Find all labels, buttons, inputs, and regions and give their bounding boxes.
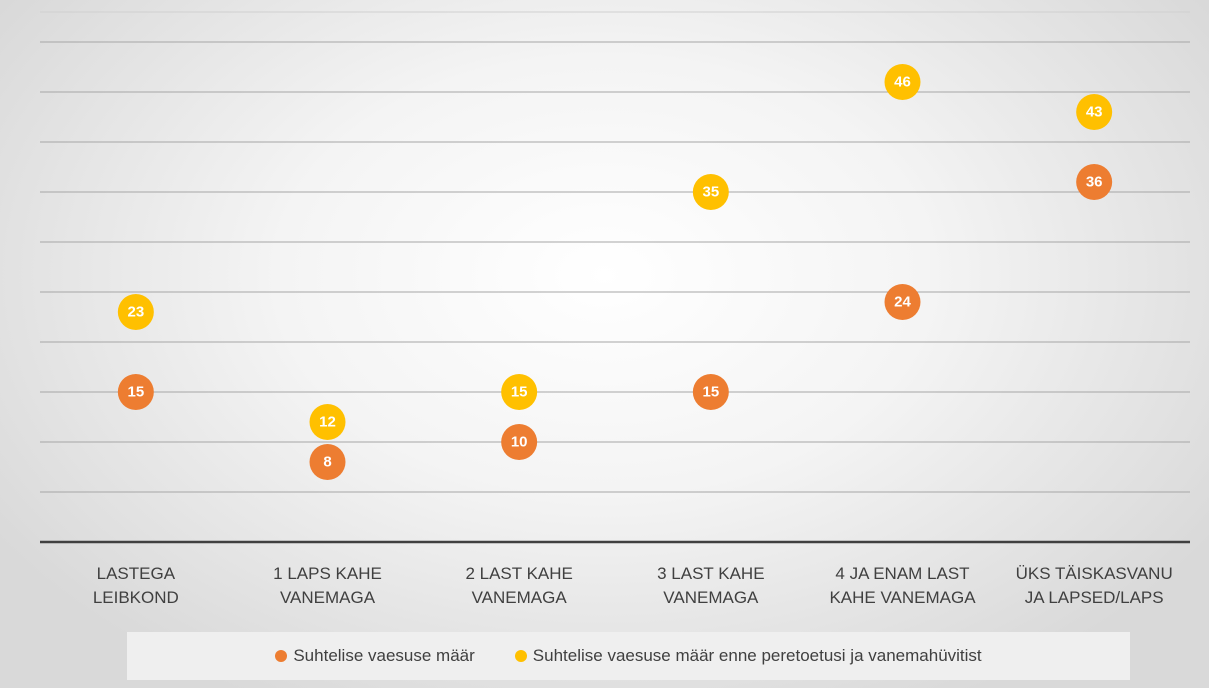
- dot: [501, 424, 538, 460]
- point: 10: [501, 424, 538, 460]
- point: 8: [309, 444, 346, 480]
- x-tick-label: LASTEGA LEIBKOND: [92, 564, 179, 607]
- x-tick-label: 4 JA ENAM LAST KAHE VANEMAGA: [829, 564, 976, 607]
- value-label: 23: [127, 304, 144, 321]
- legend-label: Suhtelise vaesuse määr: [293, 646, 475, 665]
- value-label: 46: [894, 74, 911, 91]
- dot: [692, 374, 729, 410]
- value-label: 43: [1086, 104, 1103, 121]
- value-label: 15: [127, 384, 144, 401]
- value-label: 15: [702, 384, 719, 401]
- value-label: 8: [323, 454, 331, 471]
- legend-label: Suhtelise vaesuse määr enne peretoetusi …: [532, 646, 982, 665]
- point: 15: [692, 374, 729, 410]
- legend-item: Suhtelise vaesuse määr: [275, 646, 475, 666]
- dot: [309, 404, 346, 440]
- value-label: 35: [702, 184, 719, 201]
- legend-marker: [514, 650, 527, 662]
- dot: [692, 174, 729, 210]
- x-tick-label: ÜKS TÄISKASVANU JA LAPSED/LAPS: [1015, 564, 1173, 607]
- point: 23: [117, 294, 154, 330]
- dot: [884, 64, 921, 100]
- legend: Suhtelise vaesuse määr Suhtelise vaesuse …: [127, 632, 1130, 680]
- dot: [309, 444, 346, 480]
- legend-item: Suhtelise vaesuse määr enne peretoetusi …: [514, 646, 982, 666]
- point: 15: [117, 374, 154, 410]
- value-label: 36: [1086, 174, 1103, 191]
- point: 24: [884, 284, 921, 320]
- legend-marker: [275, 650, 288, 662]
- value-label: 12: [319, 414, 336, 431]
- point: 43: [1076, 94, 1113, 130]
- value-label: 15: [511, 384, 528, 401]
- value-label: 24: [894, 294, 911, 311]
- dot: [117, 294, 154, 330]
- point: 12: [309, 404, 346, 440]
- dot: [1076, 164, 1113, 200]
- dot: [117, 374, 154, 410]
- x-tick-label: 2 LAST KAHE VANEMAGA: [465, 564, 573, 607]
- value-label: 10: [511, 434, 528, 451]
- x-tick-label: 1 LAPS KAHE VANEMAGA: [273, 564, 382, 607]
- point: 36: [1076, 164, 1113, 200]
- dot: [501, 374, 538, 410]
- dot: [1076, 94, 1113, 130]
- dot: [884, 284, 921, 320]
- point: 46: [884, 64, 921, 100]
- point: 15: [501, 374, 538, 410]
- point: 35: [692, 174, 729, 210]
- x-tick-label: 3 LAST KAHE VANEMAGA: [657, 564, 765, 607]
